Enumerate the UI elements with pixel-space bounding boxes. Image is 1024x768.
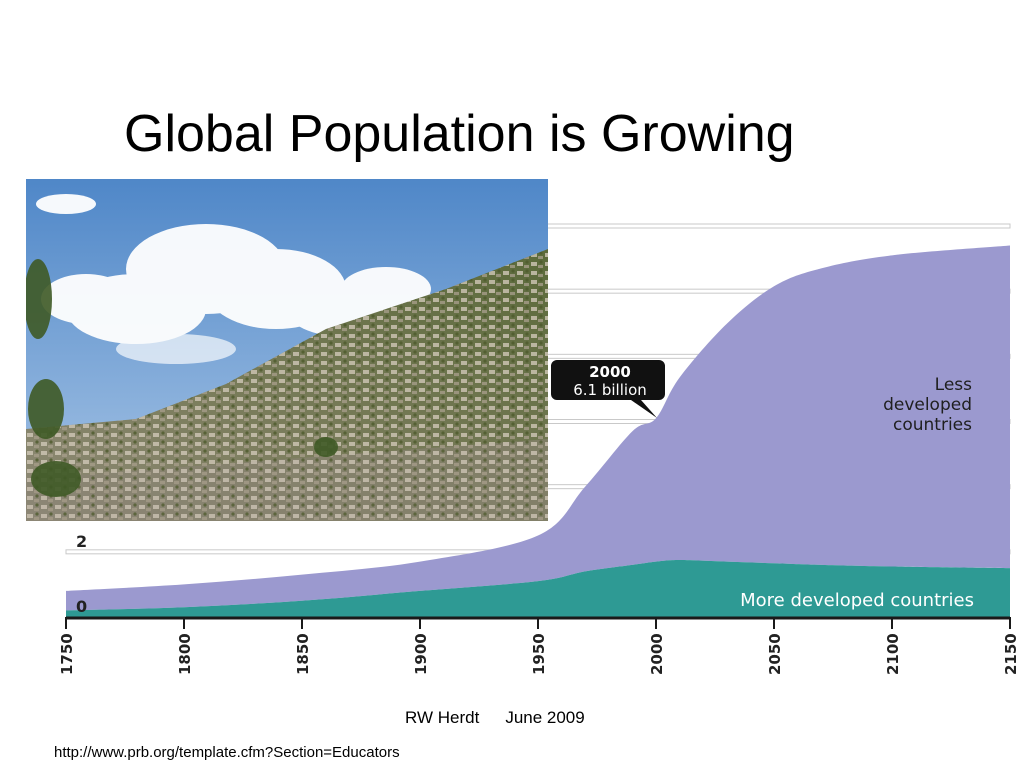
x-tick-label: 2050 [766,633,784,675]
x-tick-label: 2000 [648,633,666,675]
y-tick-label: 2 [76,532,87,551]
x-axis [65,616,1011,629]
author-and-date: RW Herdt June 2009 [405,708,585,728]
more-developed-label: More developed countries [740,590,974,611]
x-tick-label: 1800 [176,633,194,675]
x-tick-label: 1900 [412,633,430,675]
area-less-developed-countries [66,245,1010,611]
x-tick-label: 2150 [1002,633,1020,675]
callout-value: 6.1 billion [573,381,647,399]
hillside-settlement-photo [26,179,548,521]
x-tick-labels: 1750 1800 1850 1900 1950 2000 2050 2100 2150 [58,633,1020,675]
x-tick-label: 2100 [884,633,902,675]
presentation-date: June 2009 [505,708,585,727]
source-url: http://www.prb.org/template.cfm?Section=… [54,744,400,761]
less-developed-label: Less [935,375,972,395]
callout-box [551,360,665,418]
area-more-developed-countries [66,559,1010,617]
less-developed-label: countries [893,415,972,435]
x-tick-label: 1950 [530,633,548,675]
x-tick-label: 1850 [294,633,312,675]
x-tick-label: 1750 [58,633,76,675]
y-tick-label: 0 [76,597,87,616]
chart-areas [66,245,1010,617]
y-tick-labels: 02 [76,532,87,616]
slide-title: Global Population is Growing [124,105,795,163]
less-developed-label: developed [883,395,972,415]
author-name: RW Herdt [405,708,480,727]
callout-year: 2000 [589,363,631,381]
